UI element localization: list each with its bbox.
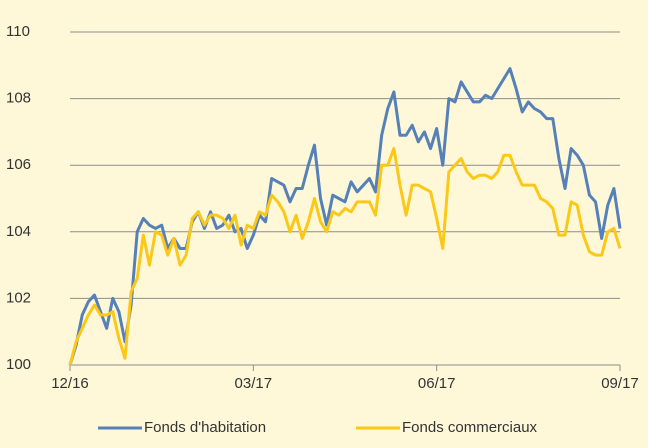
y-tick-label: 104 (6, 223, 31, 240)
legend-label: Fonds commerciaux (402, 419, 538, 436)
y-tick-label: 106 (6, 156, 31, 173)
y-tick-label: 108 (6, 90, 31, 107)
x-tick-label: 12/16 (51, 375, 89, 392)
x-tick-label: 09/17 (601, 375, 639, 392)
line-series (68, 67, 622, 366)
y-tick-label: 100 (6, 356, 31, 373)
y-tick-label: 110 (6, 23, 30, 40)
x-tick-label: 03/17 (235, 375, 273, 392)
x-tick-label: 06/17 (418, 375, 456, 392)
legend-label: Fonds d'habitation (144, 419, 266, 436)
line-series (68, 147, 622, 366)
y-tick-label: 102 (6, 289, 31, 306)
